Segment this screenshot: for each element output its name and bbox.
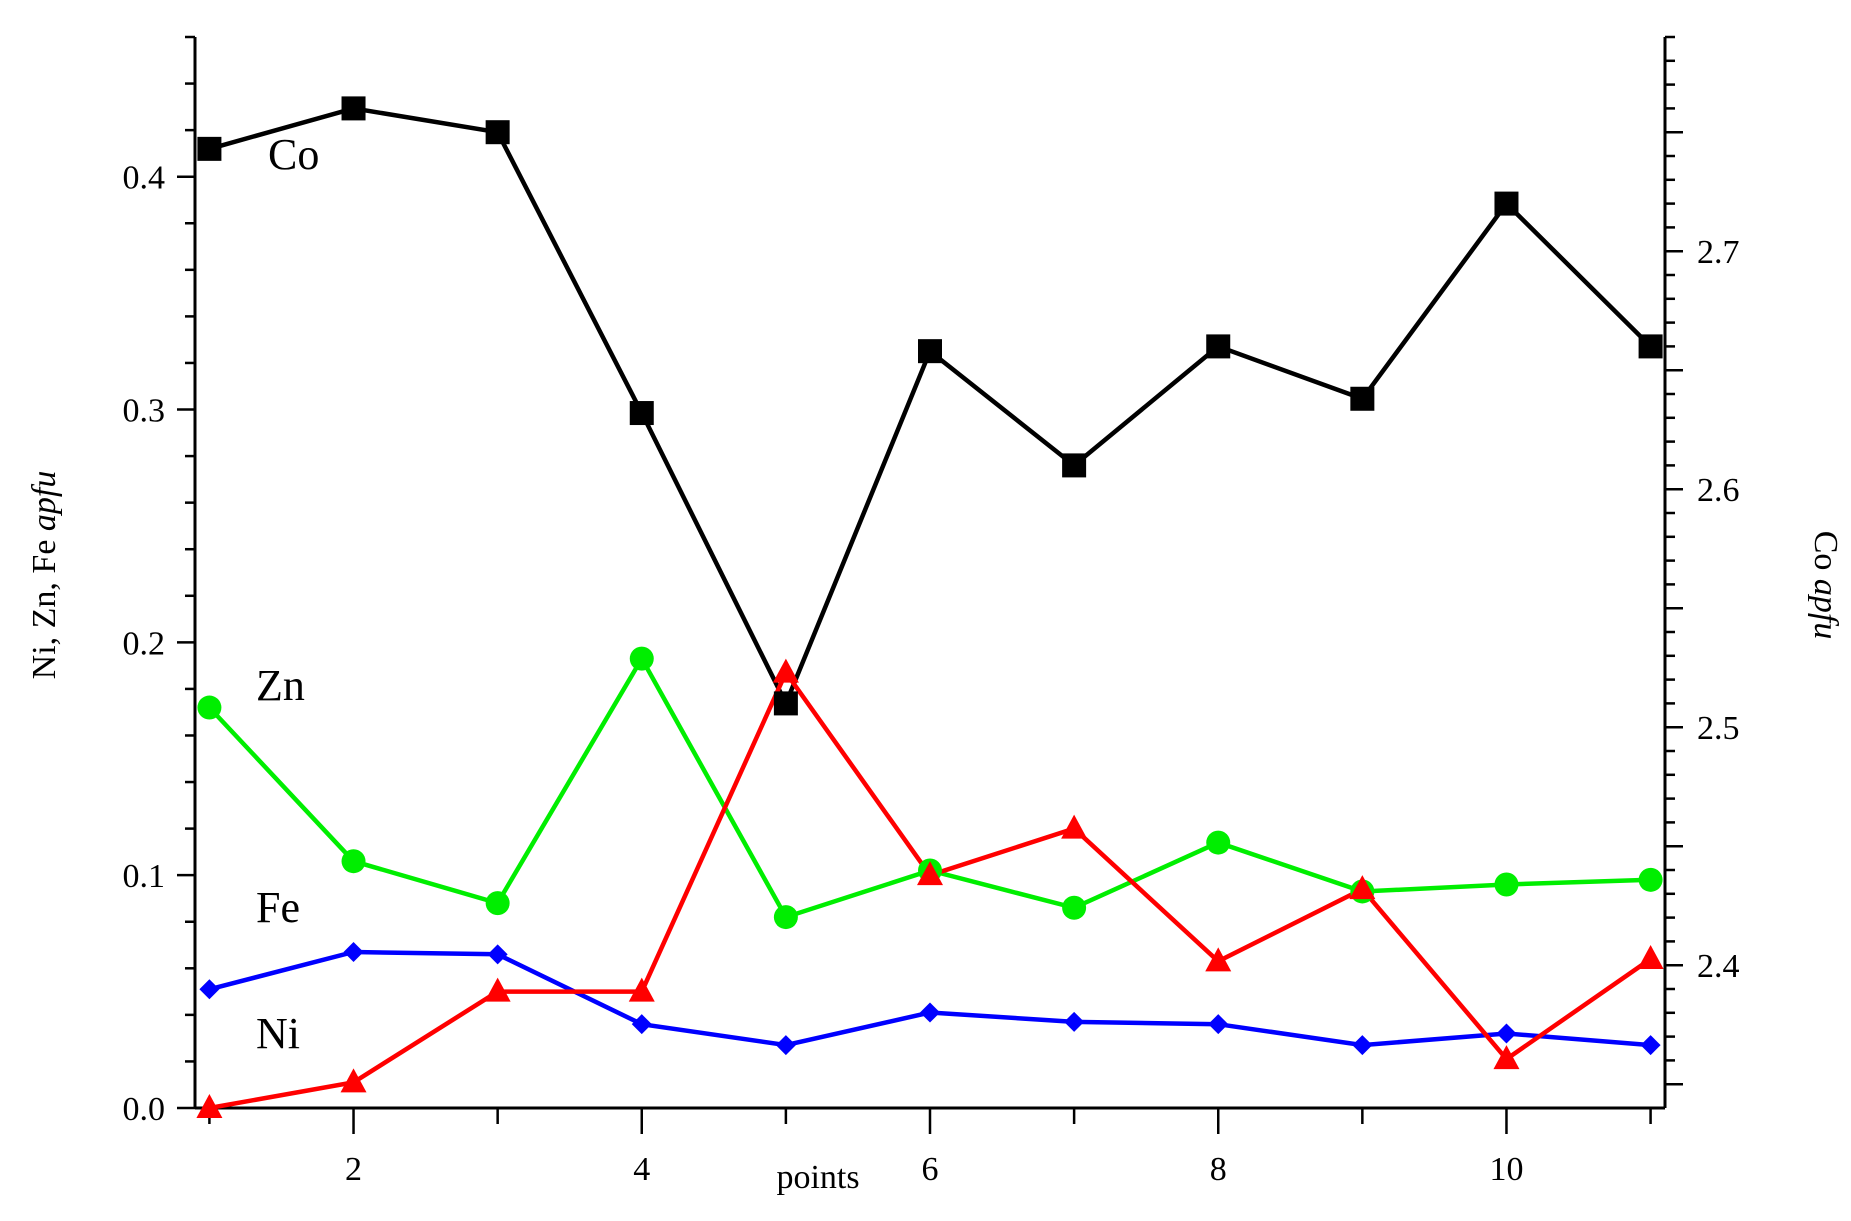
series-markers	[196, 96, 1664, 1118]
series-label-ni: Ni	[256, 1009, 300, 1058]
data-point-fe	[775, 1035, 796, 1056]
data-point-zn	[629, 646, 654, 671]
y-axis-right-title-main: Co	[1807, 531, 1844, 571]
data-point-ni	[917, 861, 943, 886]
data-point-co	[1206, 334, 1231, 359]
y-axis-left-title: Ni, Zn, Fe apfu	[26, 471, 63, 680]
data-point-zn	[1638, 867, 1663, 892]
y-left-tick-label: 0.0	[123, 1091, 166, 1128]
data-point-fe	[343, 942, 364, 963]
data-point-co	[1494, 191, 1519, 216]
data-point-zn	[197, 695, 222, 720]
y-axis-left-title-unit: apfu	[26, 471, 63, 531]
data-point-co	[197, 136, 222, 161]
data-point-fe	[1064, 1011, 1085, 1032]
y-axis-right-title-unit: apfu	[1807, 579, 1844, 639]
data-point-ni	[196, 1094, 223, 1118]
series-line-co	[208, 106, 1653, 709]
y-right-tick-label: 2.4	[1697, 948, 1740, 985]
x-tick-label: 8	[1210, 1151, 1227, 1188]
data-point-fe	[1496, 1023, 1517, 1044]
y-left-tick-label: 0.1	[123, 858, 166, 895]
data-point-fe	[631, 1014, 652, 1035]
data-point-zn	[485, 891, 510, 916]
series-label-zn: Zn	[256, 661, 305, 710]
data-point-ni	[1349, 875, 1376, 900]
y-right-tick-label: 2.7	[1697, 234, 1740, 271]
data-point-ni	[628, 977, 655, 1002]
data-point-ni	[484, 977, 511, 1002]
data-point-ni	[1493, 1045, 1520, 1070]
data-point-fe	[199, 979, 220, 1000]
axes: 0.0 0.1 0.2 0.3 0.4 2.4 2.5 2.6 2.7 2 4 6 8 10	[123, 35, 1740, 1188]
data-point-zn	[1494, 872, 1519, 897]
y-axis-right-title: Co apfu	[1807, 531, 1844, 640]
x-tick-label: 4	[633, 1151, 650, 1188]
x-axis-title: points	[776, 1159, 859, 1196]
series-line-fe	[208, 949, 1651, 1048]
data-point-ni	[1205, 947, 1232, 972]
data-point-zn	[1206, 830, 1231, 855]
series-line-ni	[209, 668, 1652, 1111]
x-tick-label: 2	[345, 1151, 362, 1188]
series-label-fe: Fe	[256, 883, 300, 932]
data-point-fe	[1208, 1014, 1229, 1035]
y-left-tick-label: 0.4	[123, 160, 166, 197]
y-axis-left-title-main: Ni, Zn, Fe	[26, 540, 63, 680]
data-point-co	[773, 691, 798, 716]
y-right-tick-label: 2.5	[1697, 710, 1740, 747]
data-point-zn	[773, 905, 798, 930]
data-point-fe	[1352, 1035, 1373, 1056]
data-point-ni	[1061, 814, 1088, 839]
data-point-fe	[1640, 1035, 1661, 1056]
x-tick-label: 6	[922, 1151, 939, 1188]
series-label-co: Co	[268, 130, 319, 179]
x-tick-label: 10	[1489, 1151, 1523, 1188]
data-point-co	[629, 401, 654, 426]
data-point-co	[485, 120, 510, 145]
y-left-tick-label: 0.2	[123, 625, 166, 662]
data-point-co	[1350, 386, 1375, 411]
data-point-co	[918, 339, 942, 364]
data-point-fe	[487, 944, 508, 965]
data-point-ni	[340, 1068, 367, 1093]
y-left-tick-label: 0.3	[123, 393, 166, 430]
series-lines	[207, 106, 1653, 1111]
data-point-zn	[341, 849, 366, 874]
data-point-ni	[772, 658, 799, 683]
data-point-co	[341, 96, 366, 121]
y-right-tick-label: 2.6	[1697, 472, 1740, 509]
data-point-co	[1638, 334, 1663, 359]
data-point-ni	[1637, 944, 1664, 969]
data-point-zn	[1062, 895, 1087, 920]
labels: Co Zn Fe Ni points Ni, Zn, Fe apfu Co ap…	[26, 130, 1844, 1196]
data-point-co	[1062, 453, 1087, 478]
data-point-fe	[920, 1002, 940, 1023]
